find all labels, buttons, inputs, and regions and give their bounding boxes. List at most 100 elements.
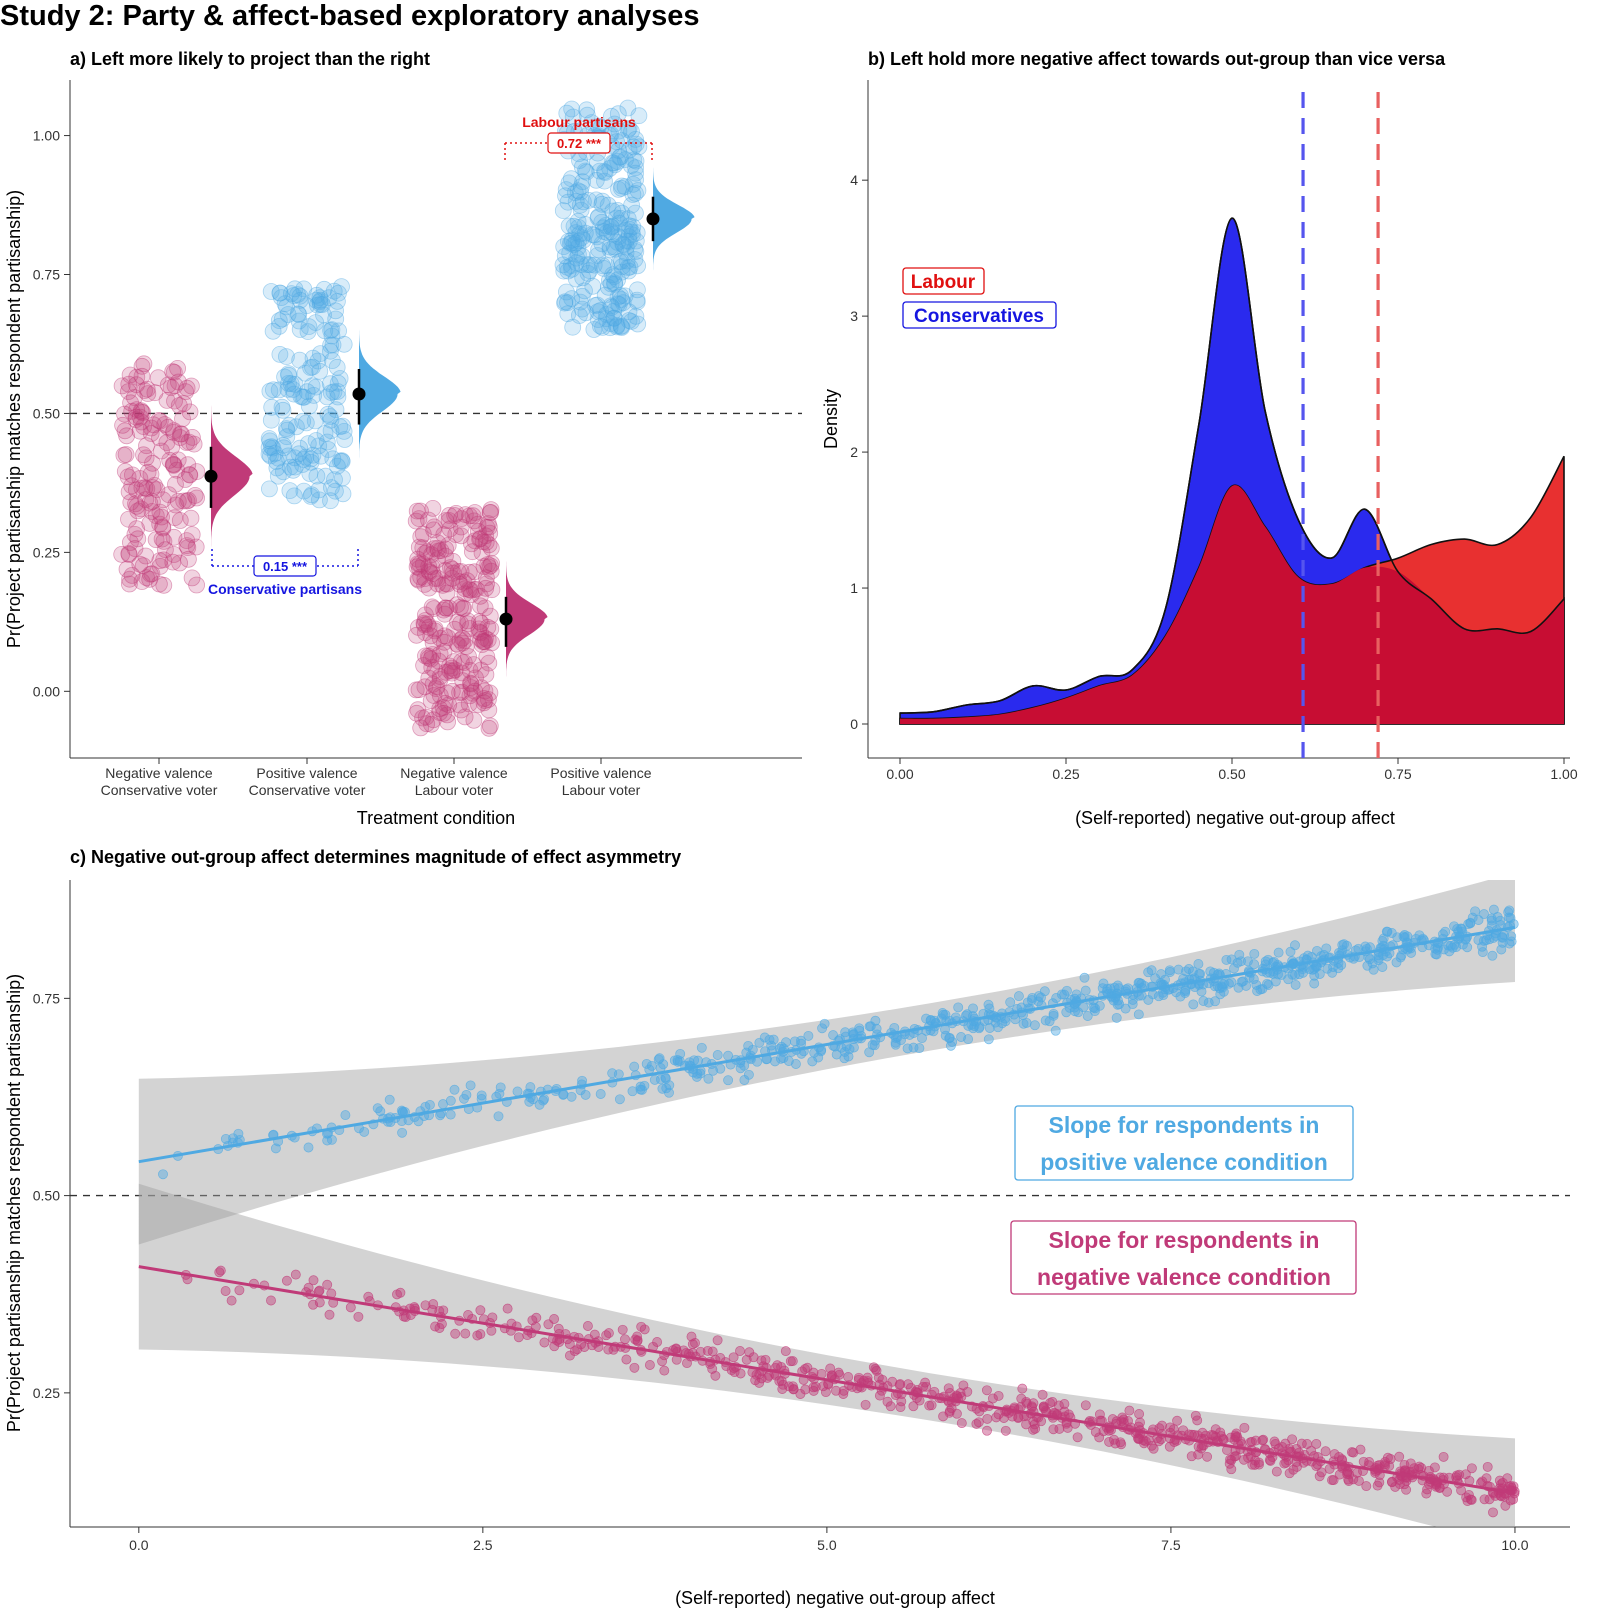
panel-c-point xyxy=(324,1309,335,1320)
panel-a-point xyxy=(151,429,168,447)
panel-a-point xyxy=(267,453,285,470)
panel-a-point xyxy=(335,422,353,440)
panel-a-point xyxy=(423,558,441,576)
panel-a-point xyxy=(409,619,427,636)
panel-a-point xyxy=(261,447,279,465)
panel-a-point xyxy=(615,236,632,254)
panel-c-point xyxy=(266,1295,276,1306)
panel-a-point xyxy=(134,404,152,422)
panel-a-point xyxy=(274,463,292,481)
panel-a-point xyxy=(470,696,487,713)
conservative-effect-box xyxy=(253,555,317,577)
panel-c-point xyxy=(1150,973,1161,984)
panel-c-point xyxy=(395,1287,406,1298)
panel-a-point xyxy=(443,664,461,682)
panel-a-point xyxy=(614,294,632,312)
panel-a-point xyxy=(606,275,624,293)
panel-a-point xyxy=(563,260,581,278)
panel-c-point xyxy=(1478,935,1489,946)
panel-b-legend: Labour Conservatives xyxy=(902,267,1057,329)
panel-c-point xyxy=(340,1110,351,1121)
panel-a-point xyxy=(587,297,604,314)
panel-c-point xyxy=(1422,1484,1433,1495)
panel-c-point xyxy=(1358,1456,1369,1467)
panel-a-point xyxy=(113,377,131,395)
panel-a-point xyxy=(573,287,591,305)
panel-a-point xyxy=(132,500,150,518)
panel-a-point xyxy=(188,489,206,507)
panel-a-point xyxy=(261,432,279,450)
panel-b-title: b) Left hold more negative affect toward… xyxy=(868,49,1446,69)
panel-c-point xyxy=(1462,942,1473,953)
panel-c-point xyxy=(1506,936,1517,947)
panel-c-point xyxy=(1496,944,1507,955)
panel-c-point xyxy=(926,1400,937,1411)
panel-a-point xyxy=(444,564,462,582)
panel-a-point xyxy=(560,217,578,235)
panel-c-point xyxy=(869,1040,880,1051)
panel-a-point xyxy=(430,652,447,670)
panel-c-point xyxy=(1236,956,1246,967)
panel-a-point xyxy=(420,562,438,580)
panel-c-point xyxy=(675,1048,686,1059)
panel-c-point xyxy=(1488,1507,1498,1518)
panel-c-point xyxy=(1047,1396,1058,1407)
panel-c-point xyxy=(1173,964,1184,975)
panel-c-point xyxy=(1061,1007,1072,1018)
panel-a-point xyxy=(260,445,278,463)
panel-a-point xyxy=(629,281,646,299)
panel-c-point xyxy=(1429,1462,1440,1473)
labour-contrast: 0.72 *** Labour partisans xyxy=(504,114,653,160)
panel-a-point xyxy=(620,232,638,250)
panel-a-point xyxy=(280,374,297,392)
panel-a-point xyxy=(601,241,619,259)
panel-c-point xyxy=(1114,999,1125,1010)
panel-a-point xyxy=(303,377,321,395)
panel-c-point xyxy=(1414,1461,1425,1472)
panel-a-point xyxy=(299,323,317,341)
panel-a-point xyxy=(311,289,329,307)
panel-c-point xyxy=(974,1023,985,1034)
panel-a-point xyxy=(570,218,587,236)
panel-a-point xyxy=(596,172,613,190)
panel-c-point xyxy=(1249,959,1260,970)
panel-c-point xyxy=(1239,1422,1250,1433)
panel-a-point xyxy=(596,163,613,180)
panel-a-point xyxy=(472,661,490,679)
density-overlap xyxy=(900,485,1564,724)
panel-a-point xyxy=(160,486,178,504)
panel-a-point xyxy=(620,312,638,329)
panel-c-point xyxy=(751,1369,762,1380)
panel-a-point xyxy=(151,558,169,575)
panel-a-point xyxy=(593,235,611,253)
panel-a-point xyxy=(461,687,479,705)
panel-c-point xyxy=(1302,950,1313,961)
panel-a-point xyxy=(479,515,497,532)
panel-c-point xyxy=(729,1367,740,1378)
panel-c-point xyxy=(1324,1463,1335,1474)
panel-a-point xyxy=(271,284,289,302)
panel-a-point xyxy=(156,541,174,559)
panel-a-point xyxy=(151,412,169,430)
panel-a-point xyxy=(318,433,336,451)
panel-a-point xyxy=(475,633,493,650)
panel-c-point xyxy=(1385,1454,1396,1464)
panel-a-point xyxy=(328,292,346,310)
panel-a-point xyxy=(422,715,440,733)
panel-a-point xyxy=(612,209,630,227)
panel-a-point xyxy=(291,287,309,305)
panel-a-mean-point xyxy=(499,612,513,626)
panel-a-point xyxy=(138,437,155,455)
panel-a-point xyxy=(563,100,581,118)
panel-a-point xyxy=(115,446,133,464)
panel-a-point xyxy=(426,620,444,638)
panel-a-point xyxy=(424,499,442,517)
panel-a-point xyxy=(179,456,197,474)
panel-a-points xyxy=(113,99,648,737)
panel-a-point xyxy=(410,571,427,589)
panel-a-point xyxy=(602,275,620,293)
panel-c-point xyxy=(754,1037,765,1048)
panel-a-point xyxy=(460,648,477,665)
panel-a-point xyxy=(177,383,195,401)
panel-a-point xyxy=(414,555,432,573)
